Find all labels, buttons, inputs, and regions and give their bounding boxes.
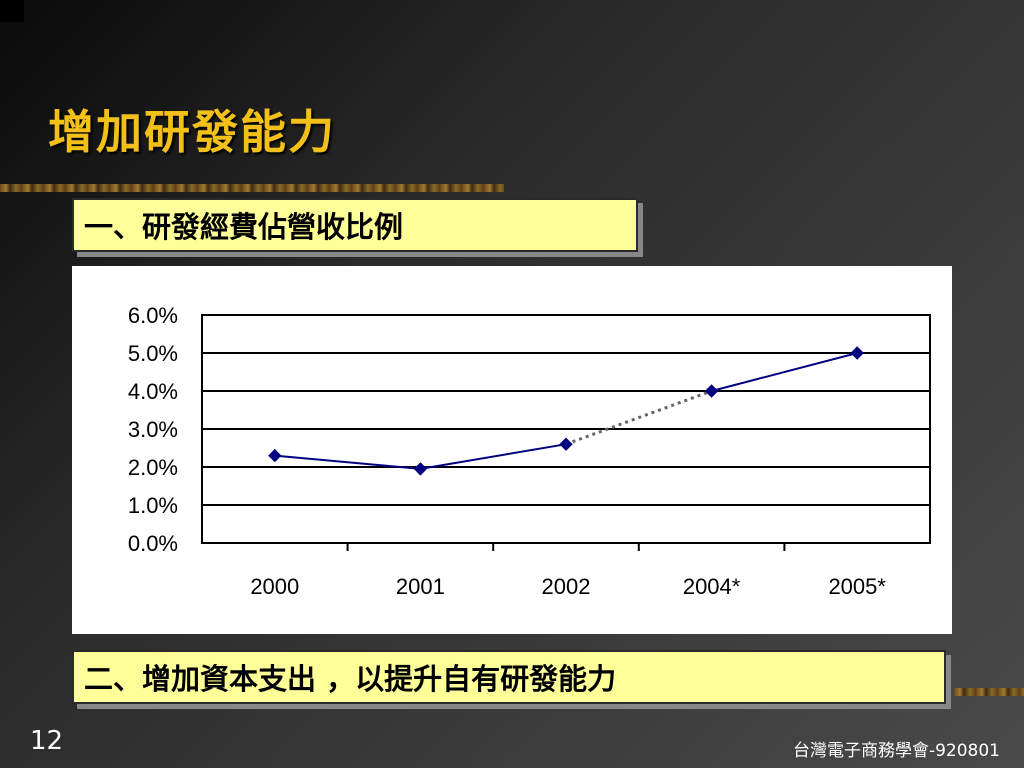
x-tick-label: 2002 <box>542 574 591 599</box>
grid-lines <box>201 314 931 551</box>
y-tick-label: 4.0% <box>128 379 178 404</box>
y-tick-label: 6.0% <box>128 303 178 328</box>
data-point <box>413 462 428 476</box>
y-tick-label: 1.0% <box>128 493 178 518</box>
chart-panel: 0.0% 1.0% 2.0% 3.0% 4.0% 5.0% 6.0% 2000 2001 200… <box>72 266 952 634</box>
series-line-segment <box>711 352 858 392</box>
x-tick-labels: 2000 2001 2002 2004* 2005* <box>250 574 886 599</box>
y-tick-label: 0.0% <box>128 531 178 556</box>
x-tick-label: 2001 <box>396 574 445 599</box>
y-tick-labels: 0.0% 1.0% 2.0% 3.0% 4.0% 5.0% 6.0% <box>128 303 178 556</box>
data-point <box>850 346 864 360</box>
x-tick-label: 2000 <box>250 574 299 599</box>
page-number: 12 <box>30 726 64 756</box>
slide-title: 增加研發能力 <box>48 105 336 159</box>
note-box-1: 一、研發經費佔營收比例 <box>72 198 638 252</box>
series-group <box>268 346 864 476</box>
corner-square <box>0 0 24 22</box>
decorative-divider <box>0 184 504 192</box>
x-tick-label: 2004* <box>683 574 741 599</box>
projection-segment <box>565 389 713 446</box>
note-box-2: 二、增加資本支出 ，以提升自有研發能力 <box>72 650 946 704</box>
data-point <box>268 448 282 463</box>
data-point <box>704 384 719 398</box>
footer-text: 台灣電子商務學會-920801 <box>792 741 1000 761</box>
series-line-segment <box>420 443 567 470</box>
y-tick-label: 2.0% <box>128 455 178 480</box>
x-tick-label: 2005* <box>828 574 886 599</box>
y-tick-label: 3.0% <box>128 417 178 442</box>
series-line-segment <box>274 454 421 470</box>
data-point <box>559 437 573 451</box>
line-chart: 0.0%1.0%2.0%3.0%4.0%5.0%6.0% 2000 2001 200… <box>128 303 931 599</box>
decorative-divider-right <box>954 688 1024 696</box>
y-tick-label: 5.0% <box>128 341 178 366</box>
